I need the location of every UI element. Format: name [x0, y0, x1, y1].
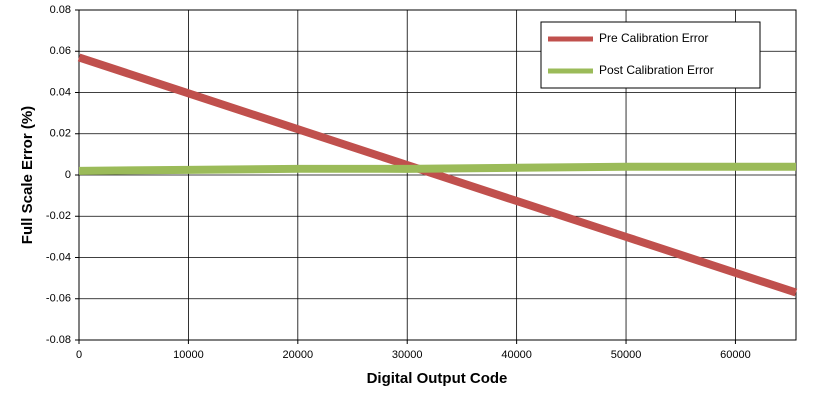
y-tick-label: 0.02: [50, 128, 71, 140]
y-tick-label: 0.04: [50, 86, 71, 98]
x-tick-label: 60000: [720, 349, 751, 361]
y-tick-label: -0.04: [46, 251, 71, 263]
x-tick-label: 30000: [392, 349, 423, 361]
x-tick-label: 40000: [501, 349, 532, 361]
x-tick-label: 0: [76, 349, 82, 361]
data-line: [78, 162, 796, 175]
y-axis-title: Full Scale Error (%): [19, 106, 36, 244]
legend-label: Post Calibration Error: [599, 63, 714, 77]
legend-box: [540, 21, 761, 89]
x-axis-title: Digital Output Code: [367, 370, 508, 387]
x-tick-label: 10000: [173, 349, 204, 361]
y-tick-label: 0.08: [50, 4, 71, 16]
y-tick-label: 0: [65, 169, 71, 181]
x-tick-label: 20000: [283, 349, 314, 361]
legend-label: Pre Calibration Error: [599, 31, 708, 45]
y-tick-label: -0.08: [46, 334, 71, 346]
x-tick-label: 50000: [611, 349, 642, 361]
y-tick-label: 0.06: [50, 45, 71, 57]
y-tick-label: -0.06: [46, 293, 71, 305]
y-tick-label: -0.02: [46, 210, 71, 222]
data-line: [77, 53, 798, 297]
